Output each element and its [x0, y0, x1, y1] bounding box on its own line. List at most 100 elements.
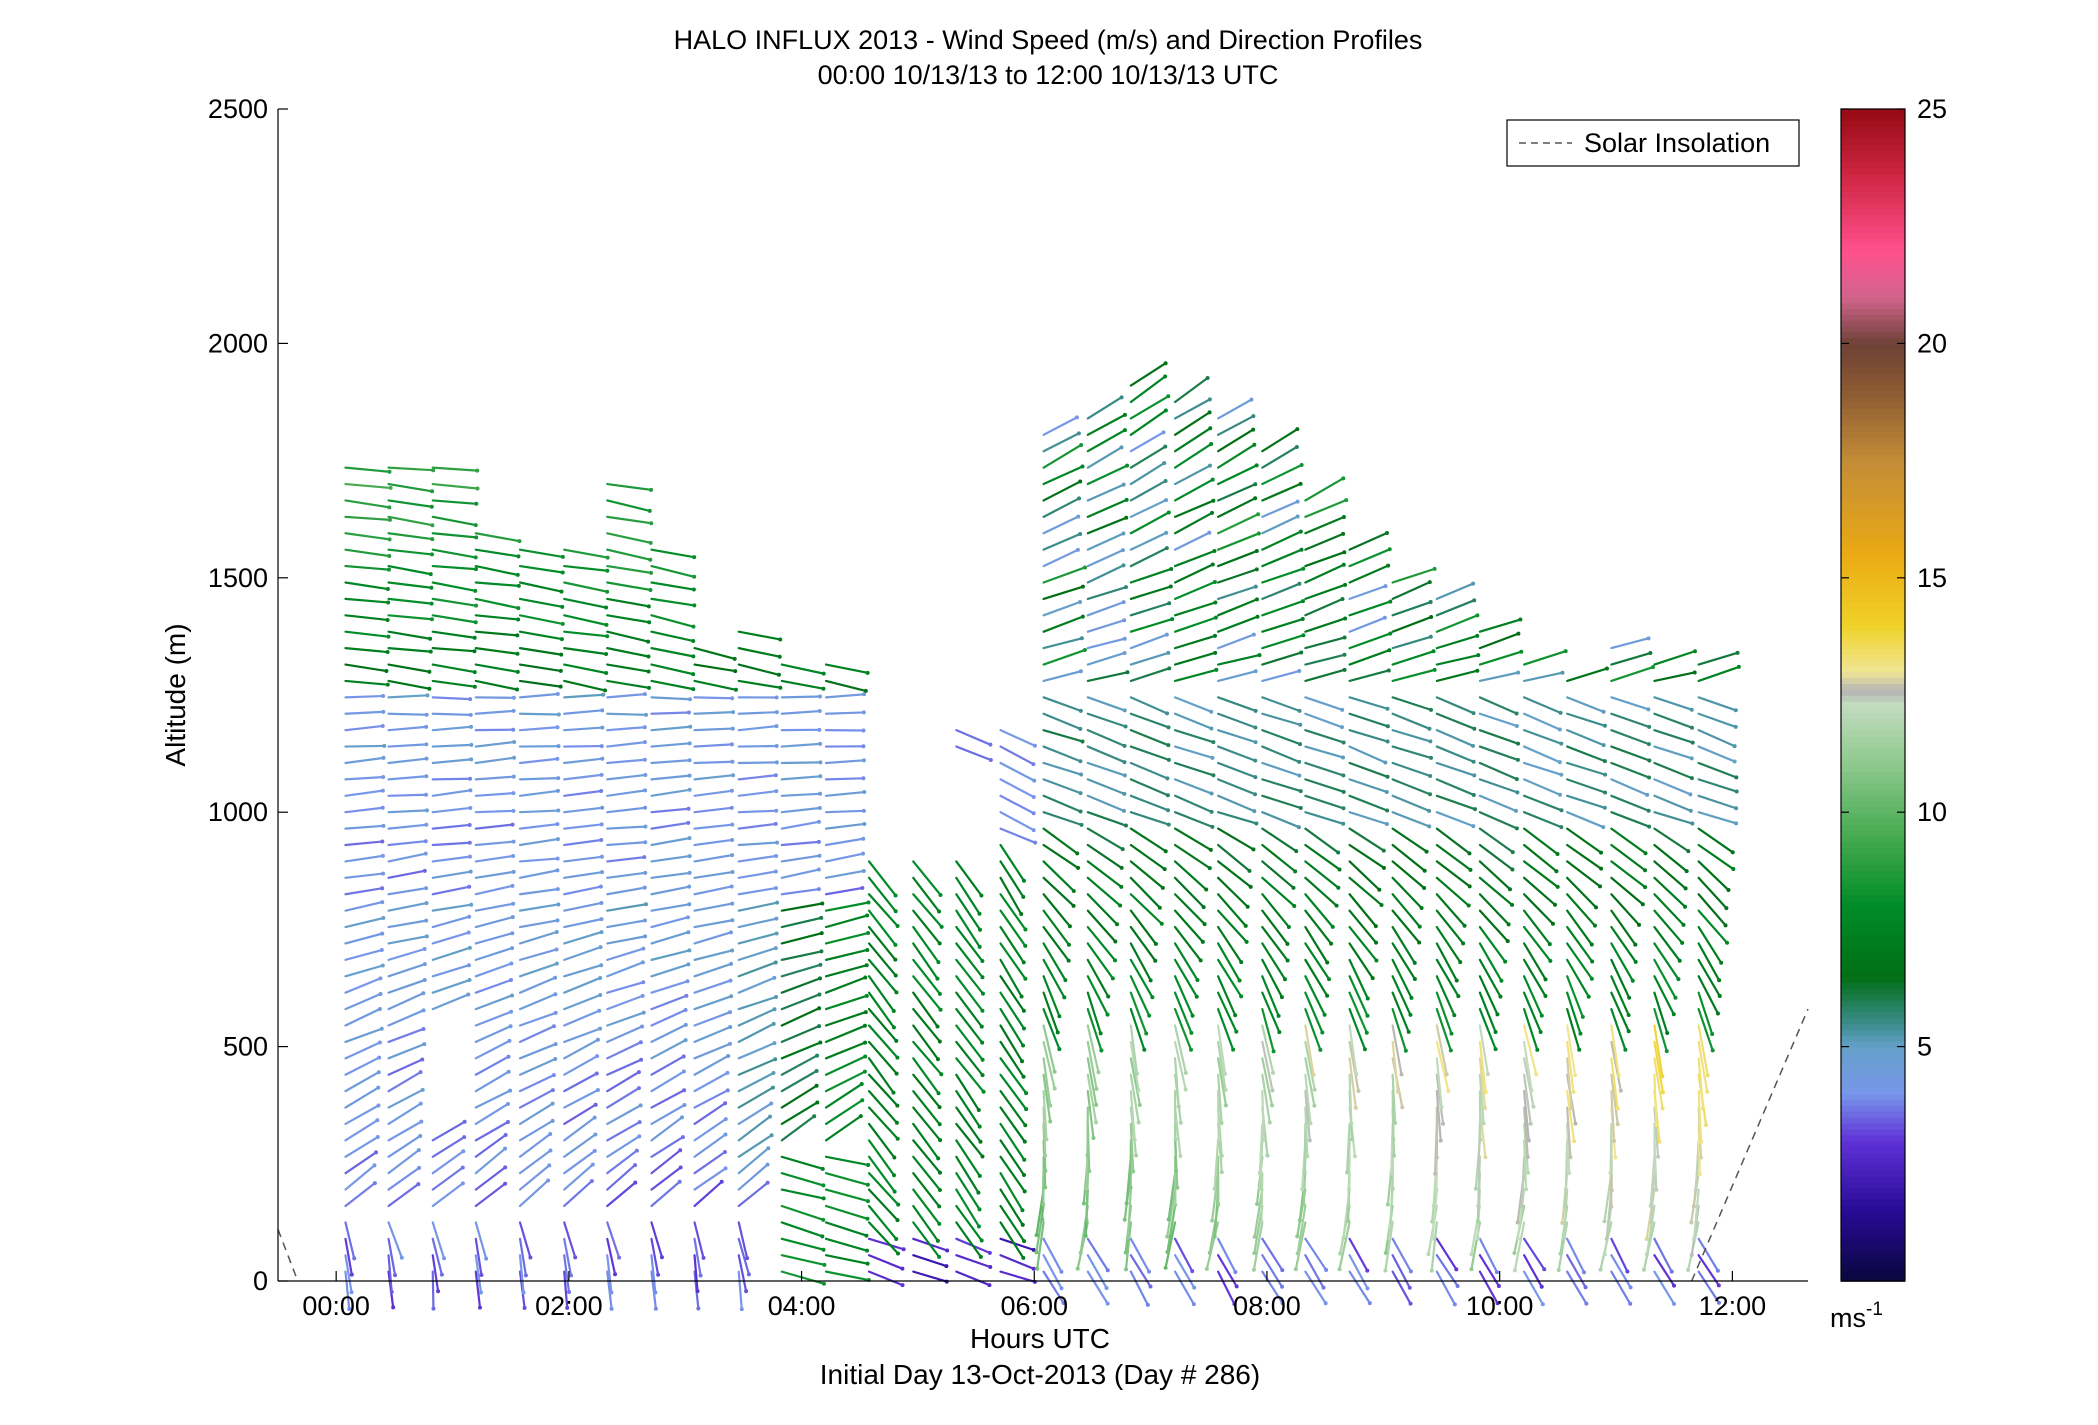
- wind-vector-head: [1512, 1268, 1517, 1273]
- wind-vector: [1348, 585, 1387, 600]
- wind-vector-head: [892, 1155, 897, 1160]
- wind-vector: [1523, 1040, 1533, 1092]
- wind-vector: [387, 647, 432, 653]
- wind-vector: [563, 1116, 596, 1142]
- colorbar-band: [1841, 941, 1905, 948]
- wind-vector: [1523, 843, 1558, 873]
- colorbar-band: [1841, 1257, 1905, 1265]
- wind-vector: [1217, 513, 1260, 535]
- colorbar-band: [1841, 1245, 1905, 1253]
- wind-vector: [431, 466, 479, 472]
- wind-vector: [563, 1163, 594, 1191]
- wind-vector-head: [1082, 565, 1087, 570]
- wind-vector-head: [1602, 1219, 1607, 1224]
- wind-vector-head: [381, 916, 386, 921]
- wind-vector-head: [1430, 1236, 1435, 1241]
- wind-vector: [1304, 532, 1345, 551]
- wind-vector-head: [1166, 510, 1171, 515]
- wind-vector-head: [1626, 1013, 1631, 1018]
- wind-vector-head: [472, 649, 477, 654]
- wind-vector: [1557, 1221, 1569, 1272]
- wind-vector: [693, 1167, 727, 1191]
- colorbar-band: [1841, 1023, 1905, 1030]
- wind-vector-head: [642, 725, 647, 730]
- wind-vector: [693, 854, 734, 863]
- wind-vector: [1217, 843, 1251, 872]
- wind-vector-head: [550, 1101, 555, 1106]
- wind-vector: [1173, 778, 1213, 795]
- wind-vector-head: [1594, 905, 1599, 910]
- wind-vector: [1086, 925, 1117, 962]
- wind-vector: [474, 647, 519, 655]
- wind-vector-head: [656, 1272, 661, 1277]
- wind-vector-head: [1683, 904, 1688, 909]
- wind-vector: [1173, 478, 1214, 502]
- wind-vector: [344, 1007, 381, 1027]
- wind-vector-head: [864, 963, 869, 968]
- wind-vector: [1653, 909, 1684, 944]
- wind-vector-head: [1647, 724, 1652, 729]
- wind-vector-head: [556, 902, 561, 907]
- wind-vector: [1391, 893, 1421, 928]
- wind-vector: [955, 1057, 985, 1093]
- wind-vector-head: [1163, 849, 1168, 854]
- wind-vector-head: [467, 884, 472, 889]
- wind-vector: [1523, 860, 1559, 889]
- wind-vector: [431, 725, 473, 732]
- wind-vector: [737, 961, 777, 978]
- wind-vector: [867, 1155, 896, 1193]
- colorbar-band: [1841, 1234, 1905, 1241]
- wind-vector: [474, 978, 513, 994]
- wind-vector: [999, 745, 1035, 766]
- wind-vector: [1173, 1057, 1180, 1108]
- wind-vector: [1566, 1106, 1572, 1159]
- wind-vector-head: [1485, 1072, 1490, 1077]
- colorbar-band: [1841, 513, 1905, 520]
- wind-vector-head: [1119, 445, 1124, 450]
- wind-vector: [518, 1042, 557, 1060]
- wind-vector: [1697, 811, 1738, 825]
- wind-vector: [387, 869, 426, 879]
- wind-vector-head: [1216, 1137, 1221, 1142]
- wind-vector: [1086, 586, 1128, 600]
- wind-vector: [1129, 633, 1168, 650]
- wind-vector-head: [1710, 1031, 1715, 1036]
- wind-vector: [1173, 601, 1217, 617]
- wind-vector: [1523, 712, 1561, 731]
- wind-vector-head: [430, 489, 435, 494]
- wind-vector: [1304, 827, 1340, 854]
- wind-vector: [1261, 761, 1301, 777]
- wind-vector-head: [604, 671, 609, 676]
- wind-vector-head: [381, 709, 386, 714]
- wind-vector: [955, 925, 984, 963]
- wind-vector: [1348, 531, 1389, 551]
- wind-vector-head: [634, 1148, 639, 1153]
- wind-vector: [518, 1254, 525, 1294]
- wind-vector: [563, 838, 603, 847]
- wind-vector: [693, 789, 734, 797]
- wind-vector: [1173, 531, 1211, 551]
- wind-vector: [1042, 443, 1083, 469]
- wind-vector-head: [1341, 1236, 1346, 1241]
- wind-vector: [1391, 876, 1423, 910]
- wind-vector-head: [1734, 806, 1739, 811]
- wind-vector: [518, 903, 560, 912]
- colorbar-tick-label: 5: [1917, 1032, 1932, 1062]
- wind-vector: [1261, 778, 1302, 793]
- wind-vector-head: [681, 1069, 686, 1074]
- wind-vector-head: [1584, 1301, 1589, 1306]
- wind-vector-head: [1434, 1155, 1439, 1160]
- wind-vector-head: [643, 934, 648, 939]
- wind-vector-head: [503, 1132, 508, 1137]
- wind-vector-head: [896, 1251, 901, 1256]
- colorbar-band: [1841, 923, 1905, 931]
- wind-vector: [780, 868, 820, 879]
- wind-vector-head: [473, 588, 478, 593]
- wind-vector: [912, 1254, 948, 1268]
- colorbar-band: [1841, 747, 1905, 755]
- wind-vector: [1217, 712, 1257, 729]
- wind-vector-head: [605, 634, 610, 639]
- wind-vector-head: [1558, 1251, 1563, 1256]
- wind-vector: [955, 991, 983, 1028]
- wind-vector-head: [865, 1182, 870, 1187]
